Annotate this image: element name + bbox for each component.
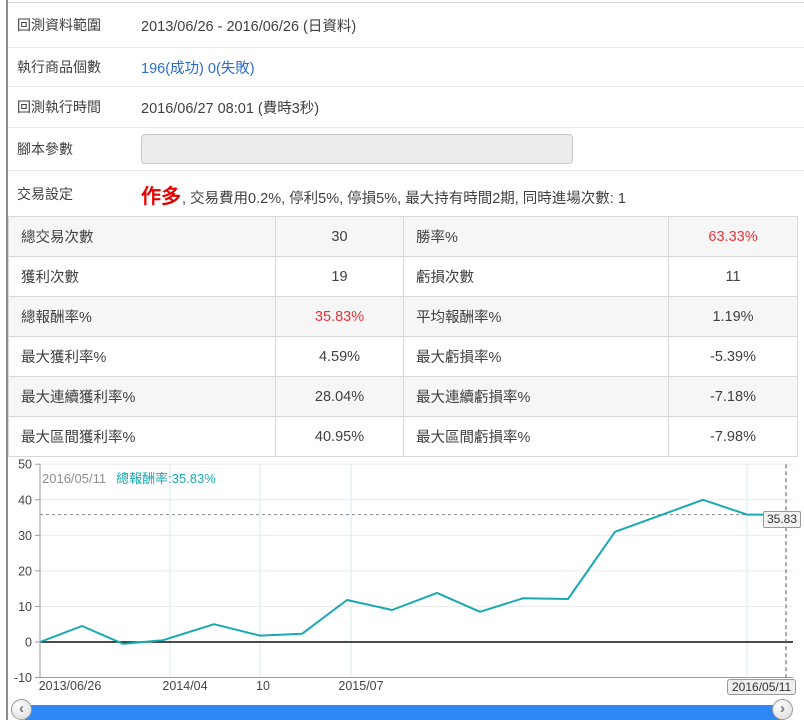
svg-text:50: 50 — [18, 458, 32, 472]
trade-settings-value: 作多, 交易費用0.2%, 停利5%, 停損5%, 最大持有時間2期, 同時進場… — [141, 180, 626, 209]
trade-settings-label: 交易設定 — [17, 186, 73, 202]
product-count-label: 執行商品個數 — [17, 59, 101, 75]
svg-text:2013/06/26: 2013/06/26 — [39, 679, 102, 693]
stat-label: 平均報酬率% — [403, 296, 669, 337]
svg-text:-10: -10 — [14, 671, 32, 685]
svg-text:10: 10 — [18, 600, 32, 614]
stat-label: 最大區間獲利率% — [8, 416, 276, 457]
stat-value: -7.98% — [668, 416, 798, 457]
chart-hover-readout: 2016/05/11 總報酬率:35.83% — [42, 468, 216, 487]
stat-label: 虧損次數 — [403, 256, 669, 297]
stat-value: -5.39% — [668, 336, 798, 377]
table-row: 總報酬率% 35.83% 平均報酬率% 1.19% — [8, 296, 798, 337]
hover-date-label: 2016/05/11 — [42, 471, 107, 486]
chevron-left-icon: ‹ — [19, 700, 24, 717]
direction-long-badge: 作多 — [141, 185, 181, 208]
stat-value: 30 — [275, 216, 404, 257]
info-row-script-params: 腳本參數 — [8, 128, 804, 171]
page-left-border — [6, 0, 8, 720]
stat-label: 最大連續獲利率% — [8, 376, 276, 417]
info-row-product-count: 執行商品個數 196(成功) 0(失敗) — [8, 48, 804, 87]
data-range-label: 回測資料範圍 — [17, 17, 101, 33]
chevron-right-icon: › — [780, 700, 785, 717]
last-value-badge: 35.83 — [763, 511, 802, 528]
svg-text:0: 0 — [25, 636, 32, 650]
table-row: 最大連續獲利率% 28.04% 最大連續虧損率% -7.18% — [8, 376, 798, 417]
chart-range-scrollbar: ‹ › — [0, 699, 804, 720]
info-row-trade-settings: 交易設定 作多, 交易費用0.2%, 停利5%, 停損5%, 最大持有時間2期,… — [8, 171, 804, 217]
stat-value: 28.04% — [275, 376, 404, 417]
svg-text:10: 10 — [256, 679, 270, 693]
stat-label: 最大連續虧損率% — [403, 376, 669, 417]
stat-label: 最大區間虧損率% — [403, 416, 669, 457]
stat-value: -7.18% — [668, 376, 798, 417]
table-row: 最大獲利率% 4.59% 最大虧損率% -5.39% — [8, 336, 798, 377]
equity-curve-chart[interactable]: 50 40 30 20 10 0 -10 2013/06/26 2014/04 10 2015/07… — [0, 452, 804, 702]
info-row-exec-time: 回測執行時間 2016/06/27 08:01 (費時3秒) — [8, 87, 804, 128]
hover-series-label: 總報酬率:35.83% — [116, 471, 216, 486]
info-row-data-range: 回測資料範圍 2013/06/26 - 2016/06/26 (日資料) — [8, 3, 804, 48]
scroll-right-button[interactable]: › — [772, 699, 793, 720]
stat-value: 40.95% — [275, 416, 404, 457]
svg-text:2015/07: 2015/07 — [338, 679, 383, 693]
product-count-link[interactable]: 196(成功) 0(失敗) — [141, 60, 255, 77]
svg-text:40: 40 — [18, 493, 32, 507]
stat-label: 總交易次數 — [8, 216, 276, 257]
stat-label: 獲利次數 — [8, 256, 276, 297]
svg-text:20: 20 — [18, 564, 32, 578]
backtest-info-section: 回測資料範圍 2013/06/26 - 2016/06/26 (日資料) 執行商… — [8, 3, 804, 217]
stat-value: 1.19% — [668, 296, 798, 337]
exec-time-value: 2016/06/27 08:01 (費時3秒) — [141, 100, 320, 117]
stat-label: 勝率% — [403, 216, 669, 257]
chart-canvas[interactable]: 50 40 30 20 10 0 -10 2013/06/26 2014/04 10 2015/07… — [0, 452, 804, 702]
stat-value: 11 — [668, 256, 798, 297]
stat-label: 最大獲利率% — [8, 336, 276, 377]
stat-label: 總報酬率% — [8, 296, 276, 337]
table-row: 獲利次數 19 虧損次數 11 — [8, 256, 798, 297]
cursor-date-tooltip: 2016/05/11 — [727, 679, 797, 695]
stat-value: 63.33% — [668, 216, 798, 257]
top-divider — [8, 2, 804, 3]
stat-value: 35.83% — [275, 296, 404, 337]
exec-time-label: 回測執行時間 — [17, 99, 101, 115]
stat-label: 最大虧損率% — [403, 336, 669, 377]
svg-text:2014/04: 2014/04 — [162, 679, 207, 693]
svg-text:30: 30 — [18, 529, 32, 543]
stat-value: 19 — [275, 256, 404, 297]
data-range-value: 2013/06/26 - 2016/06/26 (日資料) — [141, 18, 357, 35]
script-params-input[interactable] — [141, 134, 573, 164]
script-params-label: 腳本參數 — [17, 141, 73, 157]
trade-settings-detail: , 交易費用0.2%, 停利5%, 停損5%, 最大持有時間2期, 同時進場次數… — [182, 190, 626, 207]
table-row: 總交易次數 30 勝率% 63.33% — [8, 216, 798, 257]
scroll-left-button[interactable]: ‹ — [11, 699, 32, 720]
stats-table: 總交易次數 30 勝率% 63.33% 獲利次數 19 虧損次數 11 總報酬率… — [8, 216, 798, 457]
stat-value: 4.59% — [275, 336, 404, 377]
table-row: 最大區間獲利率% 40.95% 最大區間虧損率% -7.98% — [8, 416, 798, 457]
scrollbar-track[interactable] — [24, 705, 782, 720]
